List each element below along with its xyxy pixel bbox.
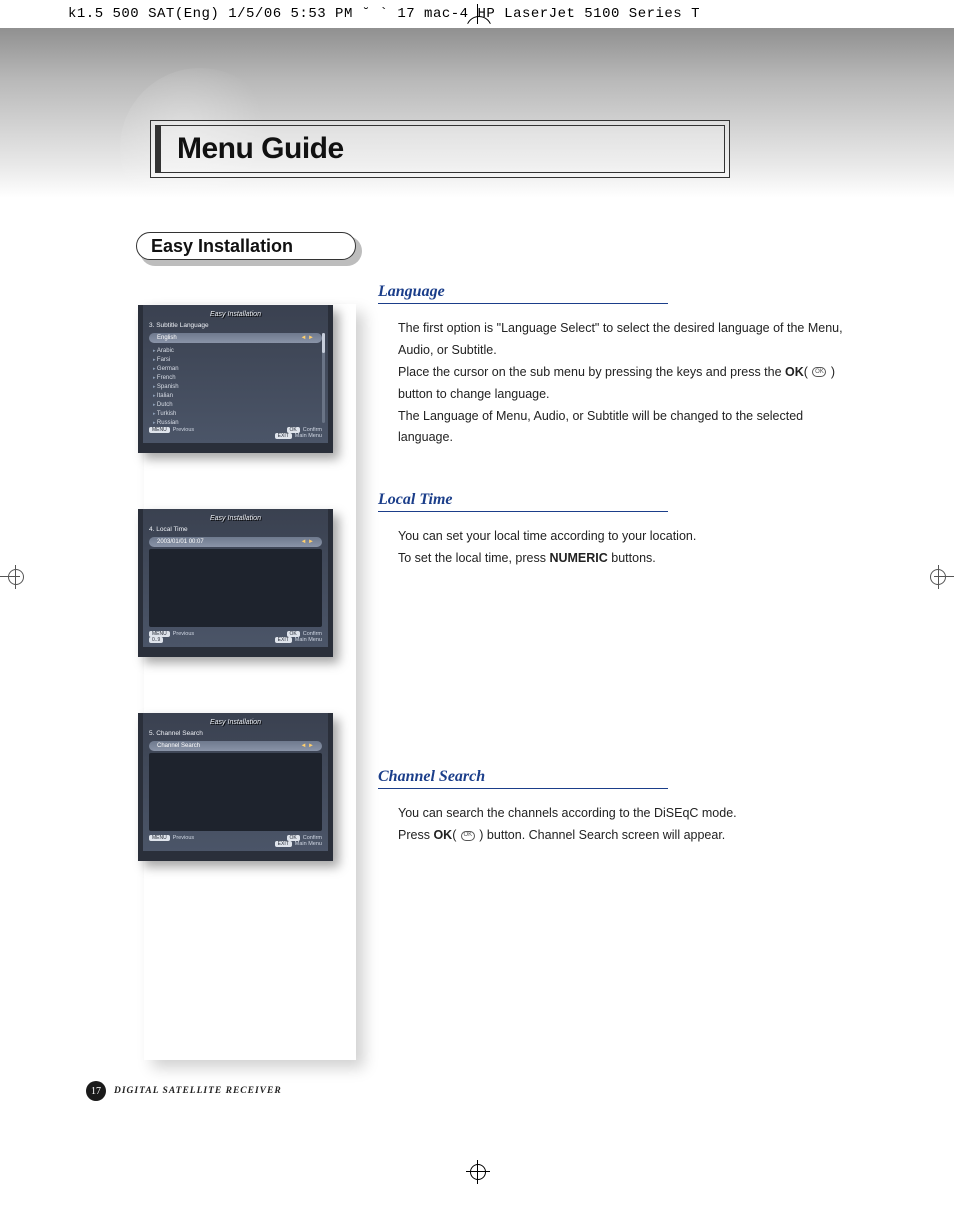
screenshot-title: Easy Installation — [143, 305, 328, 318]
screenshot-subtitle: 5. Channel Search — [143, 726, 328, 739]
crop-mark-bottom — [466, 1160, 490, 1184]
section-rule — [378, 788, 668, 789]
screenshot-footer: MENUPrevious OKConfirmEXITMain Menu — [149, 427, 322, 439]
screenshot-footer: MENUPrevious0..9 OKConfirmEXITMain Menu — [149, 631, 322, 643]
page-title-frame: Menu Guide — [150, 120, 730, 178]
section-heading: Channel Search — [378, 768, 848, 788]
section-rule — [378, 511, 668, 512]
scrollbar — [322, 333, 325, 423]
screenshot-title: Easy Installation — [143, 713, 328, 726]
list-item: German — [153, 365, 318, 374]
section-body: You can set your local time according to… — [378, 526, 848, 570]
ok-button-icon: OK — [812, 367, 826, 377]
screenshot-title: Easy Installation — [143, 509, 328, 522]
screenshot-selected-row: Channel Search◄ ► — [149, 741, 322, 751]
content-column: Language The first option is "Language Se… — [378, 283, 848, 889]
ok-button-icon: OK — [461, 831, 475, 841]
section-body: You can search the channels according to… — [378, 803, 848, 847]
section-pill: Easy Installation — [136, 232, 356, 260]
section-heading: Local Time — [378, 491, 848, 511]
ui-screenshot: Easy Installation 3. Subtitle Language E… — [138, 305, 333, 453]
list-item: Spanish — [153, 383, 318, 392]
screenshot-subtitle: 4. Local Time — [143, 522, 328, 535]
list-item: French — [153, 374, 318, 383]
screenshot-body — [149, 753, 322, 831]
page-footer: 17 DIGITAL SATELLITE RECEIVER — [86, 1081, 282, 1101]
print-job-header: k1.5 500 SAT(Eng) 1/5/06 5:53 PM ˘ ` 17 … — [68, 6, 700, 22]
ui-screenshot: Easy Installation 5. Channel Search Chan… — [138, 713, 333, 861]
list-item: Italian — [153, 392, 318, 401]
section-pill-label: Easy Installation — [151, 236, 293, 257]
page-footer-label: DIGITAL SATELLITE RECEIVER — [114, 1086, 282, 1096]
screenshot-selected-row: English◄ ► — [149, 333, 322, 343]
page-title: Menu Guide — [177, 132, 708, 166]
list-item: Arabic — [153, 347, 318, 356]
crop-mark-left — [0, 565, 20, 589]
screenshot-footer: MENUPrevious OKConfirmEXITMain Menu — [149, 835, 322, 847]
section-rule — [378, 303, 668, 304]
list-item: Dutch — [153, 401, 318, 410]
screenshot-list: ArabicFarsiGermanFrenchSpanishItalianDut… — [143, 345, 328, 430]
page-number-badge: 17 — [86, 1081, 106, 1101]
list-item: Farsi — [153, 356, 318, 365]
screenshot-selected-row: 2003/01/01 00:07◄ ► — [149, 537, 322, 547]
screenshot-column: Easy Installation 3. Subtitle Language E… — [138, 300, 358, 917]
ui-screenshot: Easy Installation 4. Local Time 2003/01/… — [138, 509, 333, 657]
crop-mark-right — [934, 565, 954, 589]
list-item: Turkish — [153, 410, 318, 419]
screenshot-body — [149, 549, 322, 627]
section-heading: Language — [378, 283, 848, 303]
section-body: The first option is "Language Select" to… — [378, 318, 848, 449]
screenshot-subtitle: 3. Subtitle Language — [143, 318, 328, 331]
